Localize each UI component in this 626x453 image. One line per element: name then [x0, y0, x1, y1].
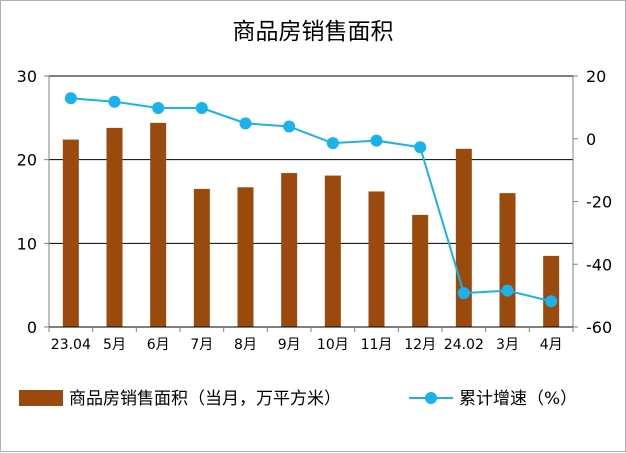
- y-right-tick-label: -40: [586, 255, 612, 274]
- bar: [368, 191, 385, 327]
- bar: [106, 127, 123, 327]
- x-tick-label: 7月: [190, 337, 213, 353]
- bar: [62, 139, 79, 327]
- line-point: [152, 102, 165, 115]
- x-tick-label: 10月: [317, 337, 349, 353]
- line-point: [457, 287, 470, 300]
- line-point: [370, 134, 383, 147]
- legend-line-label: 累计增速（%）: [459, 389, 577, 409]
- y-left-tick-label: 20: [17, 151, 37, 170]
- x-tick-label: 23.04: [51, 337, 91, 353]
- y-left-tick-label: 30: [17, 67, 37, 86]
- bar: [281, 173, 298, 327]
- line-point: [414, 141, 427, 154]
- y-right-tick-label: 0: [586, 130, 596, 149]
- legend-bar-swatch: [19, 390, 63, 406]
- legend-bar-label: 商品房销售面积（当月，万平方米）: [69, 389, 341, 409]
- y-left-tick-label: 10: [17, 234, 37, 253]
- bar: [543, 255, 560, 327]
- line-point: [326, 137, 339, 150]
- line-point: [64, 92, 77, 105]
- y-left-tick-label: 0: [27, 318, 37, 337]
- line-point: [239, 117, 252, 130]
- bar: [193, 188, 210, 327]
- x-tick-label: 24.02: [444, 337, 484, 353]
- x-tick-label: 11月: [361, 337, 393, 353]
- line-point: [501, 284, 514, 297]
- bar: [324, 175, 341, 327]
- x-tick-label: 12月: [404, 337, 436, 353]
- line-point: [545, 295, 558, 308]
- x-tick-label: 4月: [540, 337, 563, 353]
- y-right-tick-label: 20: [586, 67, 606, 86]
- x-tick-label: 8月: [234, 337, 257, 353]
- line-point: [108, 95, 121, 108]
- x-tick-label: 3月: [496, 337, 519, 353]
- x-tick-label: 5月: [103, 337, 126, 353]
- x-tick-label: 6月: [147, 337, 170, 353]
- x-tick-label: 9月: [278, 337, 301, 353]
- bar: [237, 187, 254, 327]
- legend-line-marker: [425, 392, 437, 404]
- line-point: [283, 120, 296, 133]
- y-right-tick-label: -20: [586, 193, 612, 212]
- series-line: [70, 97, 552, 303]
- legend: 商品房销售面积（当月，万平方米） 累计增速（%）: [19, 389, 577, 409]
- line-point: [195, 102, 208, 115]
- bar: [150, 122, 167, 327]
- chart-title: 商品房销售面积: [233, 19, 394, 45]
- bar: [499, 193, 516, 327]
- y-right-tick-label: -60: [586, 318, 612, 337]
- bar: [455, 148, 472, 327]
- bar: [412, 214, 429, 327]
